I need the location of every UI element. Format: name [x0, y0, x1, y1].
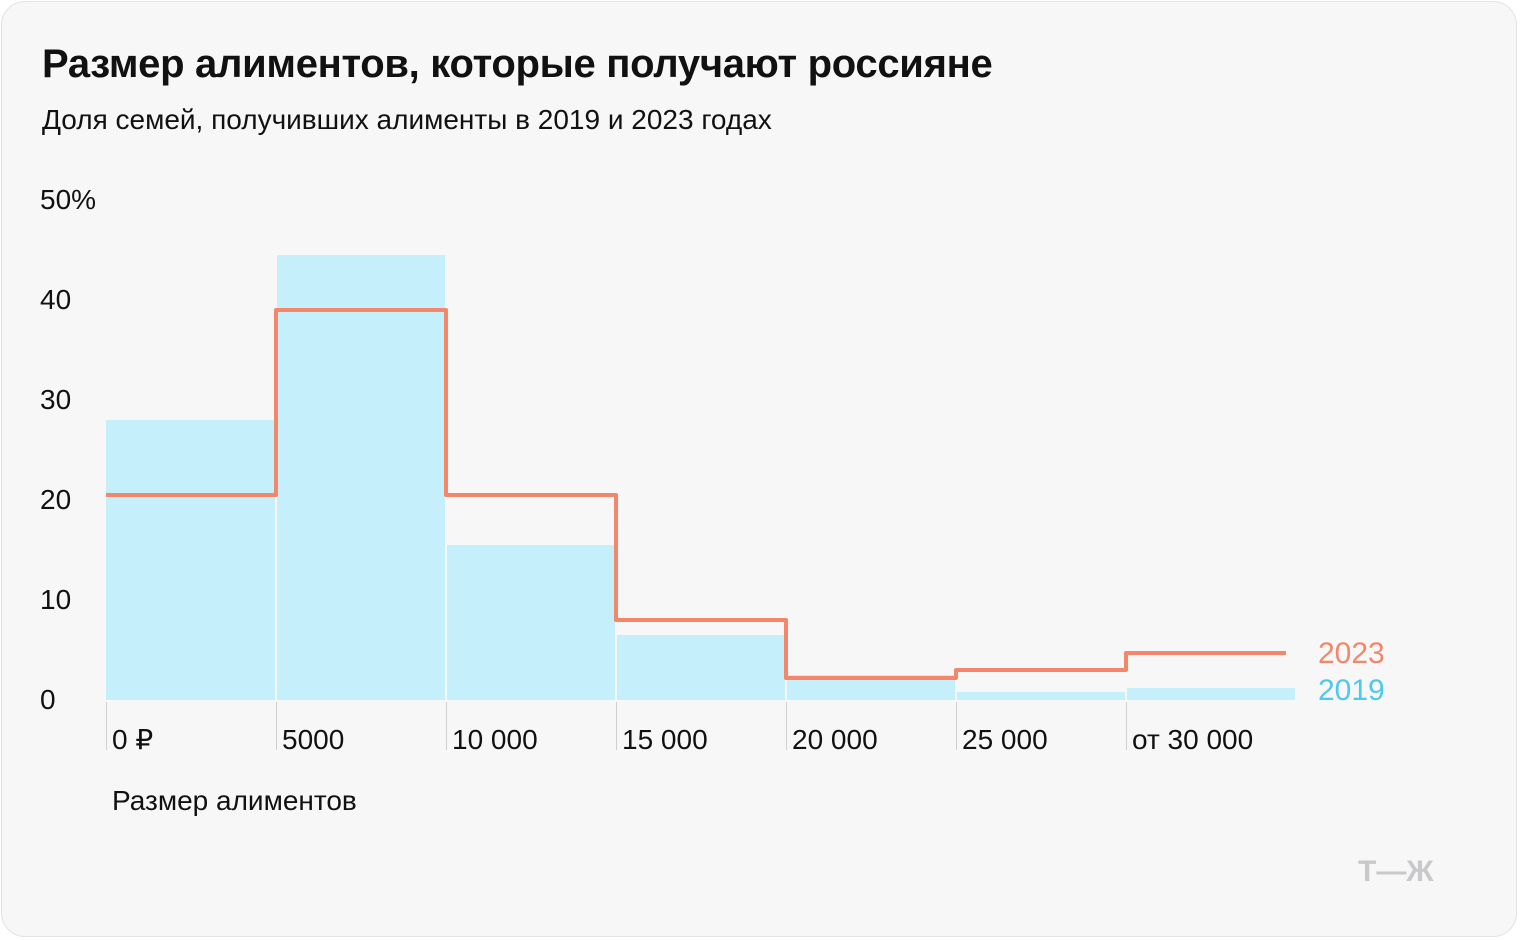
- series-2019-bars: [106, 255, 1295, 700]
- bar-2019-2: [447, 545, 615, 700]
- bar-2019-6: [1127, 688, 1295, 700]
- y-tick-label: 30: [40, 384, 71, 415]
- x-tick-label: 15 000: [622, 724, 708, 755]
- series-label-2023: 2023: [1318, 637, 1385, 670]
- bar-2019-3: [617, 635, 785, 700]
- tj-logo: Т—Ж: [1358, 856, 1434, 886]
- y-tick-label: 50%: [40, 184, 96, 215]
- y-tick-label: 10: [40, 584, 71, 615]
- series-label-2019: 2019: [1318, 674, 1385, 707]
- bar-2019-1: [277, 255, 445, 700]
- x-axis: 0 ₽ 5000 10 000 15 000 20 000 25 000 от 30 000: [106, 702, 1253, 755]
- chart-subtitle: Доля семей, получивших алименты в 2019 и…: [42, 104, 772, 135]
- logo-text: Т—Ж: [1358, 856, 1434, 886]
- x-tick-label: 20 000: [792, 724, 878, 755]
- x-tick-label: 0 ₽: [112, 724, 153, 755]
- chart-title: Размер алиментов, которые получают росси…: [42, 42, 993, 86]
- x-axis-title: Размер алиментов: [112, 785, 357, 816]
- series-2023-step-line: [106, 308, 1286, 680]
- bar-2019-0: [106, 420, 275, 700]
- y-axis: 0 10 20 30 40 50%: [40, 184, 96, 715]
- y-tick-label: 20: [40, 484, 71, 515]
- x-tick-label: от 30 000: [1132, 724, 1253, 755]
- x-tick-label: 5000: [282, 724, 344, 755]
- x-tick-label: 25 000: [962, 724, 1048, 755]
- y-tick-label: 0: [40, 684, 56, 715]
- y-tick-label: 40: [40, 284, 71, 315]
- bar-2019-5: [957, 692, 1125, 700]
- x-tick-label: 10 000: [452, 724, 538, 755]
